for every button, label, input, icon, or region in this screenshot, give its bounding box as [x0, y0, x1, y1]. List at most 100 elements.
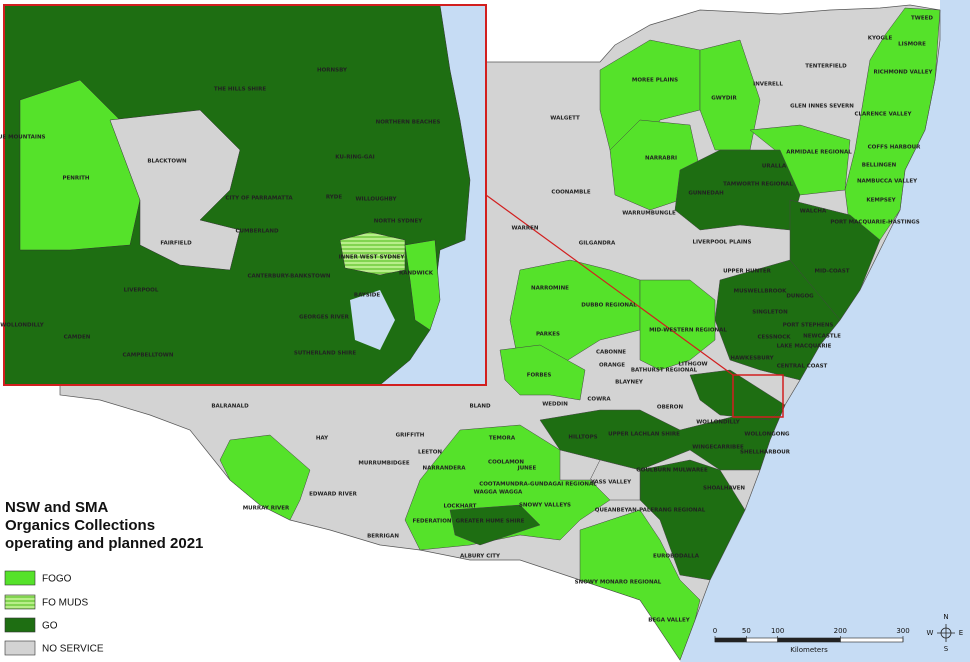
region-label: BALRANALD: [211, 404, 249, 410]
region-label: MUSWELLBROOK: [734, 289, 788, 295]
region-label: KYOGLE: [868, 36, 893, 42]
compass: N E S W: [927, 613, 964, 653]
inset-region-label: CANTERBURY-BANKSTOWN: [247, 274, 330, 280]
region-label: SINGLETON: [752, 310, 788, 316]
inset-region-label: LIVERPOOL: [124, 288, 159, 294]
region-label: NARRANDERA: [422, 466, 466, 472]
region-label: WALCHA: [800, 209, 827, 215]
region-label: ARMIDALE REGIONAL: [786, 150, 852, 156]
inset-region-label: FAIRFIELD: [160, 241, 192, 247]
region-label: TEMORA: [489, 436, 516, 442]
region-label: BATHURST REGIONAL: [631, 368, 698, 374]
region-label: UPPER LACHLAN SHIRE: [608, 432, 680, 438]
compass-label: E: [959, 629, 963, 637]
region-label: GRIFFITH: [396, 433, 425, 439]
region-label: URALLA: [762, 164, 787, 170]
region-label: LAKE MACQUARIE: [777, 344, 832, 350]
inset-region-label: PENRITH: [62, 176, 89, 182]
legend-swatch: [4, 594, 36, 610]
legend-label: GO: [42, 621, 58, 632]
legend-label: FOGO: [42, 574, 72, 585]
region-label: KEMPSEY: [866, 198, 896, 204]
regions: [219, 7, 941, 661]
legend-swatch: [4, 617, 36, 633]
inset-region-label: CAMPBELLTOWN: [123, 353, 174, 359]
inset-region-label: THE HILLS SHIRE: [214, 87, 266, 93]
title-line: Organics Collections: [5, 517, 155, 534]
ocean: [680, 0, 970, 662]
region-label: COOLAMON: [488, 460, 524, 466]
region-label: TAMWORTH REGIONAL: [723, 182, 793, 188]
title-line: operating and planned 2021: [5, 535, 203, 552]
region-label: HAWKESBURY: [730, 356, 774, 362]
region-label: WARREN: [512, 226, 539, 232]
region-label: WOLLONDILLY: [696, 420, 741, 426]
region-label: GILGANDRA: [579, 241, 616, 247]
region-label: WEDDIN: [542, 402, 568, 408]
region-label: WINGECARRIBEE: [692, 445, 744, 451]
inset-region-label: NORTH SYDNEY: [374, 219, 423, 225]
inset-region-label: INNER WEST: [339, 255, 378, 261]
scale-unit: Kilometers: [790, 646, 828, 654]
inset-region-label: SYDNEY: [380, 255, 406, 261]
scale-bar: 0 50 100 200 300 Kilometers: [713, 627, 910, 654]
inset-region-label: GEORGES RIVER: [299, 315, 350, 321]
inset-region-label: KU-RING-GAI: [335, 155, 374, 161]
region-label: TWEED: [911, 16, 933, 22]
region-label: LIVERPOOL PLAINS: [692, 240, 751, 246]
scale-label: 300: [896, 627, 909, 635]
inset-locator: [732, 374, 784, 418]
region-label: NARROMINE: [531, 286, 569, 292]
region-label: BLAND: [469, 404, 491, 410]
region-label: BEGA VALLEY: [648, 618, 691, 624]
inset-region-label: HORNSBY: [317, 68, 348, 74]
region-label: MID-COAST: [814, 269, 849, 275]
inset-region-label: RYDE: [326, 195, 342, 201]
scale-segment: [840, 637, 904, 643]
region-label: PORT STEPHENS: [783, 323, 834, 329]
scale-label: 200: [834, 627, 847, 635]
scale-segment: [714, 637, 747, 643]
region-label: COWRA: [587, 397, 611, 403]
region-label: JUNEE: [517, 466, 537, 472]
region-label: INVERELL: [753, 82, 783, 88]
region-label: MOREE PLAINS: [632, 78, 678, 84]
region-label: SHOALHAVEN: [703, 486, 745, 492]
region-label: COOTAMUNDRA-GUNDAGAI REGIONAL: [479, 482, 597, 488]
inset-region-label: BLACKTOWN: [147, 159, 187, 165]
inset-region-label: CAMDEN: [64, 335, 91, 341]
inset-region-label: NORTHERN BEACHES: [376, 120, 441, 126]
region-label: LISMORE: [898, 42, 926, 48]
region-label: NEWCASTLE: [803, 334, 841, 340]
region-label: RICHMOND VALLEY: [873, 70, 933, 76]
region-label: COFFS HARBOUR: [868, 145, 922, 151]
compass-label: N: [943, 613, 948, 621]
region-label: PORT MACQUARIE-HASTINGS: [830, 220, 919, 226]
region-label: WARRUMBUNGLE: [622, 211, 676, 217]
region-label: DUBBO REGIONAL: [581, 303, 637, 309]
inset-region-label: WILLOUGHBY: [355, 197, 397, 203]
region-label: MURRAY RIVER: [243, 506, 290, 512]
region-label: EDWARD RIVER: [309, 492, 357, 498]
region-label: NARRABRI: [645, 156, 677, 162]
region-label: BLAYNEY: [615, 380, 644, 386]
legend-label: NO SERVICE: [42, 644, 104, 655]
region-label: WOLLONGONG: [744, 432, 790, 438]
region-label: OBERON: [657, 405, 684, 411]
region-label: GLEN INNES SEVERN: [790, 104, 854, 110]
region-label: GREATER HUME SHIRE: [456, 519, 525, 525]
inset-connector: [485, 194, 734, 376]
region-label: BELLINGEN: [862, 163, 897, 169]
region-label: FEDERATION: [413, 519, 452, 525]
legend-swatch: [4, 640, 36, 656]
compass-label: W: [927, 629, 934, 637]
region-label: HAY: [316, 436, 329, 442]
region-label: LITHGOW: [678, 362, 707, 368]
region-label: MID-WESTERN REGIONAL: [649, 328, 727, 334]
title: NSW and SMA Organics Collections operati…: [5, 499, 203, 552]
region-label: SHELLHARBOUR: [740, 450, 791, 456]
region-label: YASS VALLEY: [590, 480, 632, 486]
legend-label: FO MUDS: [42, 598, 88, 609]
region-label: ALBURY CITY: [460, 554, 501, 560]
